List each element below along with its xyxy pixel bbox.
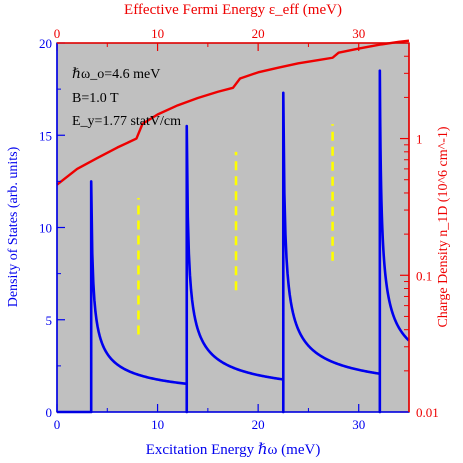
annotation-field-e: E_y=1.77 statV/cm <box>72 114 181 129</box>
axis-ticks: 0 10 20 30 0 10 20 30 0 5 10 15 20 0.01 0.1 1 <box>39 26 439 432</box>
x-tick-label: 0 <box>54 417 61 432</box>
y-left-tick-label: 5 <box>46 313 53 328</box>
charge-density-line <box>56 39 410 186</box>
top-tick-label: 30 <box>352 26 365 41</box>
top-axis-title: Effective Fermi Energy ε_eff (meV) <box>124 2 342 18</box>
dos-series-line <box>57 69 410 414</box>
top-tick-label: 20 <box>252 26 265 41</box>
x-tick-label: 30 <box>352 417 365 432</box>
plot-background <box>57 43 409 412</box>
x-tick-label: 10 <box>151 417 164 432</box>
annotation-block: ℏω_o=4.6 meV B=1.0 T E_y=1.77 statV/cm <box>72 67 181 129</box>
y-left-tick-label: 10 <box>39 221 52 236</box>
top-tick-label: 0 <box>54 26 61 41</box>
y-left-tick-label: 0 <box>46 405 53 420</box>
annotation-field-b: B=1.0 T <box>72 91 119 106</box>
y-right-tick-label: 0.01 <box>416 405 439 420</box>
y-right-tick-label: 0.1 <box>416 268 432 283</box>
x-tick-label: 20 <box>252 417 265 432</box>
annotation-omega: ℏω_o=4.6 meV <box>72 67 160 82</box>
y-left-tick-label: 20 <box>39 36 52 51</box>
axis-titles: Effective Fermi Energy ε_eff (meV) Excit… <box>6 2 451 458</box>
chart-marks <box>56 39 410 414</box>
top-tick-label: 10 <box>151 26 164 41</box>
y-left-tick-label: 15 <box>39 128 52 143</box>
y-axis-title-left: Density of States (arb. units) <box>6 146 21 307</box>
x-axis-title: Excitation Energy ℏω (meV) <box>146 442 321 458</box>
y-right-tick-label: 1 <box>416 132 423 147</box>
y-axis-title-right: Charge Density n_1D (10^6 cm^-1) <box>436 126 451 327</box>
